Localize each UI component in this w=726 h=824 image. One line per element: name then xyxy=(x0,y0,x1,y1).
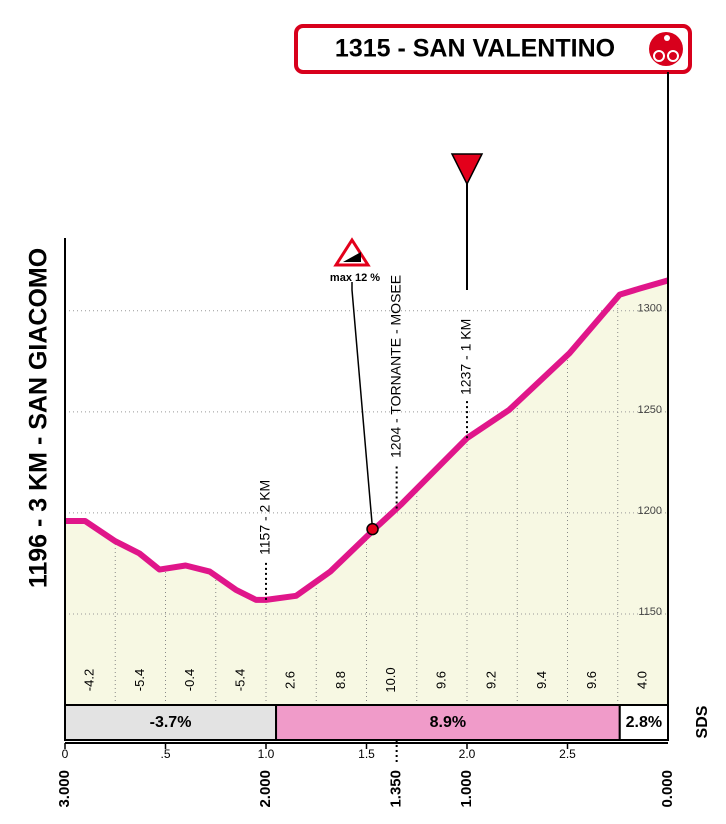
x2-tick-label: 3.000 xyxy=(56,770,73,808)
annotation-label: 1237 - 1 KM xyxy=(458,319,474,395)
annotation-label: 1157 - 2 KM xyxy=(257,480,273,555)
gradient-label: 8.8 xyxy=(333,671,348,689)
gradient-label: 2.6 xyxy=(283,671,298,689)
gradient-label: 9.6 xyxy=(584,671,599,689)
section-label: 2.8% xyxy=(626,714,662,731)
x2-tick-label: 1.350 xyxy=(388,770,405,808)
title-box xyxy=(294,24,692,74)
gradient-label: -5.4 xyxy=(232,669,247,691)
section-bar xyxy=(618,704,670,741)
chart-title: 1315 - SAN VALENTINO xyxy=(335,35,615,63)
start-label: 1196 - 3 KM - SAN GIACOMO xyxy=(25,248,53,588)
gradient-label: -5.4 xyxy=(132,669,147,691)
logo: SDS xyxy=(694,705,711,738)
section-bar xyxy=(64,704,278,741)
profile-area xyxy=(65,280,668,705)
climb-icon-wheel xyxy=(653,50,665,62)
x2-tick-label: 2.000 xyxy=(257,770,274,808)
x2-tick-label: 0.000 xyxy=(659,770,676,808)
y-tick-label: 1200 xyxy=(638,505,662,517)
climb-icon-head xyxy=(664,35,670,41)
gradient-label: 10.0 xyxy=(383,667,398,692)
max-label: max 12 % xyxy=(330,272,380,284)
gradient-label: 9.2 xyxy=(484,671,499,689)
max-line xyxy=(351,282,374,530)
section-label: 8.9% xyxy=(430,714,466,731)
gradient-label: -0.4 xyxy=(182,669,197,691)
gradient-label: 4.0 xyxy=(634,671,649,689)
x-tick-label: 2.0 xyxy=(459,747,476,761)
profile-line xyxy=(65,277,669,603)
y-tick-label: 1150 xyxy=(638,606,662,618)
section-bar xyxy=(275,704,621,741)
max-icon-slope xyxy=(343,252,361,262)
x2-tick-label: 1.000 xyxy=(458,770,475,808)
gradient-label: 9.4 xyxy=(534,671,549,689)
x-tick-label: 2.5 xyxy=(559,747,576,761)
section-label: -3.7% xyxy=(150,714,192,731)
y-tick-label: 1300 xyxy=(638,303,662,315)
x-tick-label: .5 xyxy=(160,747,170,761)
annotation-label: 1204 - TORNANTE - MOSEE xyxy=(387,275,403,458)
x-tick-label: 1.0 xyxy=(258,747,275,761)
climb-icon xyxy=(649,32,683,66)
x-tick-label: 1.5 xyxy=(358,747,375,761)
gradient-label: -4.2 xyxy=(82,669,97,691)
max-point xyxy=(366,522,379,536)
x-tick-label: 0 xyxy=(62,747,69,761)
y-tick-label: 1250 xyxy=(638,404,662,416)
flag-marker xyxy=(450,153,484,186)
gradient-label: 9.6 xyxy=(433,671,448,689)
climb-icon-wheel xyxy=(667,50,679,62)
